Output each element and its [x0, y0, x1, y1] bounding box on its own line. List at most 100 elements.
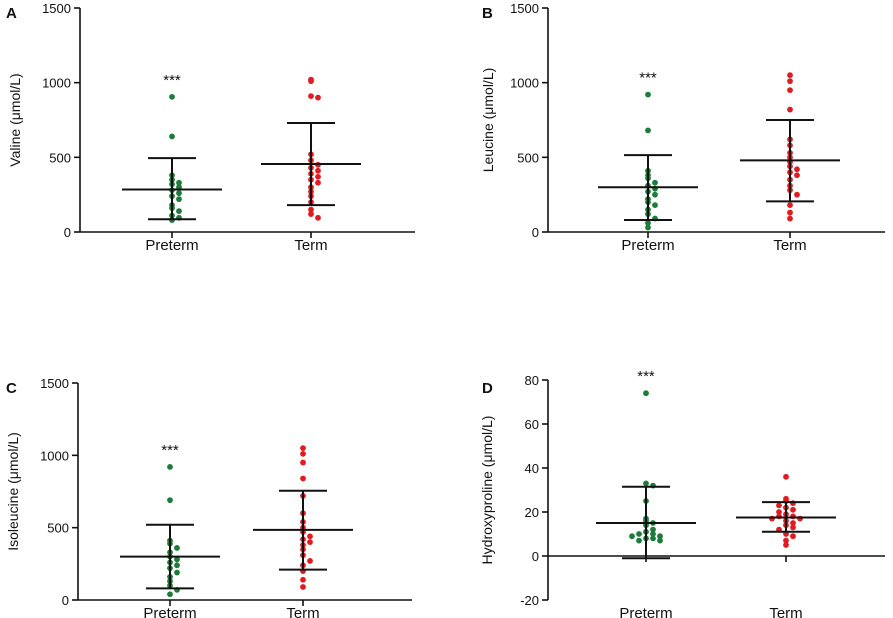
x-tick-label-preterm: Preterm — [145, 237, 198, 254]
data-point-preterm — [167, 464, 173, 470]
y-tick-label: 80 — [525, 373, 539, 388]
data-point-preterm — [657, 533, 663, 540]
data-point-term — [300, 576, 306, 583]
data-point-term — [308, 211, 314, 217]
data-point-term — [794, 166, 800, 173]
data-point-preterm — [176, 190, 182, 197]
data-point-term — [776, 509, 782, 515]
panel-a: A 0 500 1000 1500 Preterm Term Valine (μmol/L) *… — [6, 1, 415, 254]
data-point-preterm — [629, 533, 635, 540]
y-tick-label: 500 — [47, 521, 69, 536]
data-point-term — [783, 537, 789, 544]
x-tick-label-preterm: Preterm — [619, 605, 672, 618]
data-point-term — [790, 533, 796, 540]
data-point-term — [300, 584, 306, 590]
data-point-term — [787, 215, 793, 222]
data-point-preterm — [652, 202, 658, 209]
data-point-term — [787, 209, 793, 216]
y-tick-label: 0 — [62, 593, 69, 608]
data-point-preterm — [643, 480, 649, 487]
data-point-term — [315, 179, 321, 186]
data-point-term — [783, 542, 789, 548]
data-point-preterm — [169, 133, 175, 140]
data-point-preterm — [174, 556, 180, 563]
data-point-preterm — [657, 537, 663, 544]
data-point-preterm — [176, 196, 182, 203]
data-point-preterm — [174, 545, 180, 551]
data-point-preterm — [176, 179, 182, 186]
data-point-term — [787, 87, 793, 94]
significance-marker: *** — [161, 442, 179, 459]
y-tick-label: 1500 — [40, 376, 69, 391]
data-point-term — [315, 167, 321, 174]
data-point-term — [315, 173, 321, 180]
data-point-term — [787, 202, 793, 209]
data-point-preterm — [652, 191, 658, 198]
data-point-preterm — [174, 569, 180, 576]
panel-c: C 0 500 1000 1500 Preterm Term Isoleucine (μmol… — [5, 376, 412, 618]
x-tick-label-term: Term — [294, 237, 327, 254]
significance-marker: *** — [163, 72, 181, 89]
data-point-preterm — [643, 390, 649, 397]
significance-marker: *** — [637, 368, 655, 385]
x-tick-label-term: Term — [286, 605, 319, 618]
data-point-preterm — [636, 531, 642, 537]
data-point-preterm — [167, 497, 173, 504]
y-tick-label: 1000 — [42, 76, 71, 91]
panel-label: B — [482, 5, 493, 22]
data-point-preterm — [167, 591, 173, 598]
data-point-term — [307, 533, 313, 540]
y-tick-label: 1500 — [510, 1, 539, 16]
panel-label: C — [6, 380, 17, 397]
data-point-preterm — [650, 535, 656, 542]
panel-label: A — [6, 5, 17, 22]
y-axis-label: Isoleucine (μmol/L) — [5, 432, 21, 551]
y-tick-label: 1000 — [510, 76, 539, 91]
y-tick-label: 60 — [525, 417, 539, 432]
data-point-term — [300, 475, 306, 482]
y-tick-label: 0 — [532, 549, 539, 564]
data-point-term — [308, 78, 314, 85]
y-tick-label: 0 — [532, 225, 539, 240]
y-tick-label: 40 — [525, 461, 539, 476]
data-point-preterm — [636, 537, 642, 544]
data-point-term — [300, 450, 306, 457]
data-point-preterm — [169, 93, 175, 100]
panel-label: D — [482, 380, 493, 397]
data-point-term — [315, 94, 321, 101]
y-tick-label: 0 — [64, 225, 71, 240]
data-point-term — [300, 445, 306, 451]
data-point-term — [307, 539, 313, 546]
data-point-term — [783, 473, 789, 480]
y-tick-label: 20 — [525, 505, 539, 520]
data-point-preterm — [174, 562, 180, 569]
data-point-term — [794, 172, 800, 179]
data-point-preterm — [652, 179, 658, 186]
y-tick-label: -20 — [520, 593, 539, 608]
x-tick-label-term: Term — [769, 605, 802, 618]
data-point-term — [308, 93, 314, 100]
panel-d: D -20 0 20 40 60 80 Preterm Term Hydroxyproline (… — [479, 368, 885, 618]
data-point-term — [315, 214, 321, 221]
data-point-term — [787, 78, 793, 85]
data-point-term — [790, 506, 796, 513]
data-point-term — [308, 206, 314, 213]
x-tick-label-preterm: Preterm — [621, 237, 674, 254]
y-tick-label: 500 — [49, 150, 71, 165]
data-point-term — [787, 106, 793, 113]
y-axis-label: Valine (μmol/L) — [7, 73, 23, 166]
data-point-preterm — [650, 531, 656, 537]
data-point-term — [300, 459, 306, 466]
data-point-term — [787, 72, 793, 79]
data-point-term — [307, 558, 313, 564]
data-point-preterm — [645, 224, 651, 231]
data-point-term — [790, 524, 796, 531]
panel-b: B 0 500 1000 1500 Preterm Term Leucine (μmol/L)… — [480, 1, 885, 254]
data-point-term — [794, 191, 800, 198]
y-axis-label: Leucine (μmol/L) — [480, 68, 496, 173]
y-tick-label: 1500 — [42, 1, 71, 16]
data-point-preterm — [645, 220, 651, 226]
significance-marker: *** — [639, 70, 657, 87]
data-point-preterm — [645, 91, 651, 98]
